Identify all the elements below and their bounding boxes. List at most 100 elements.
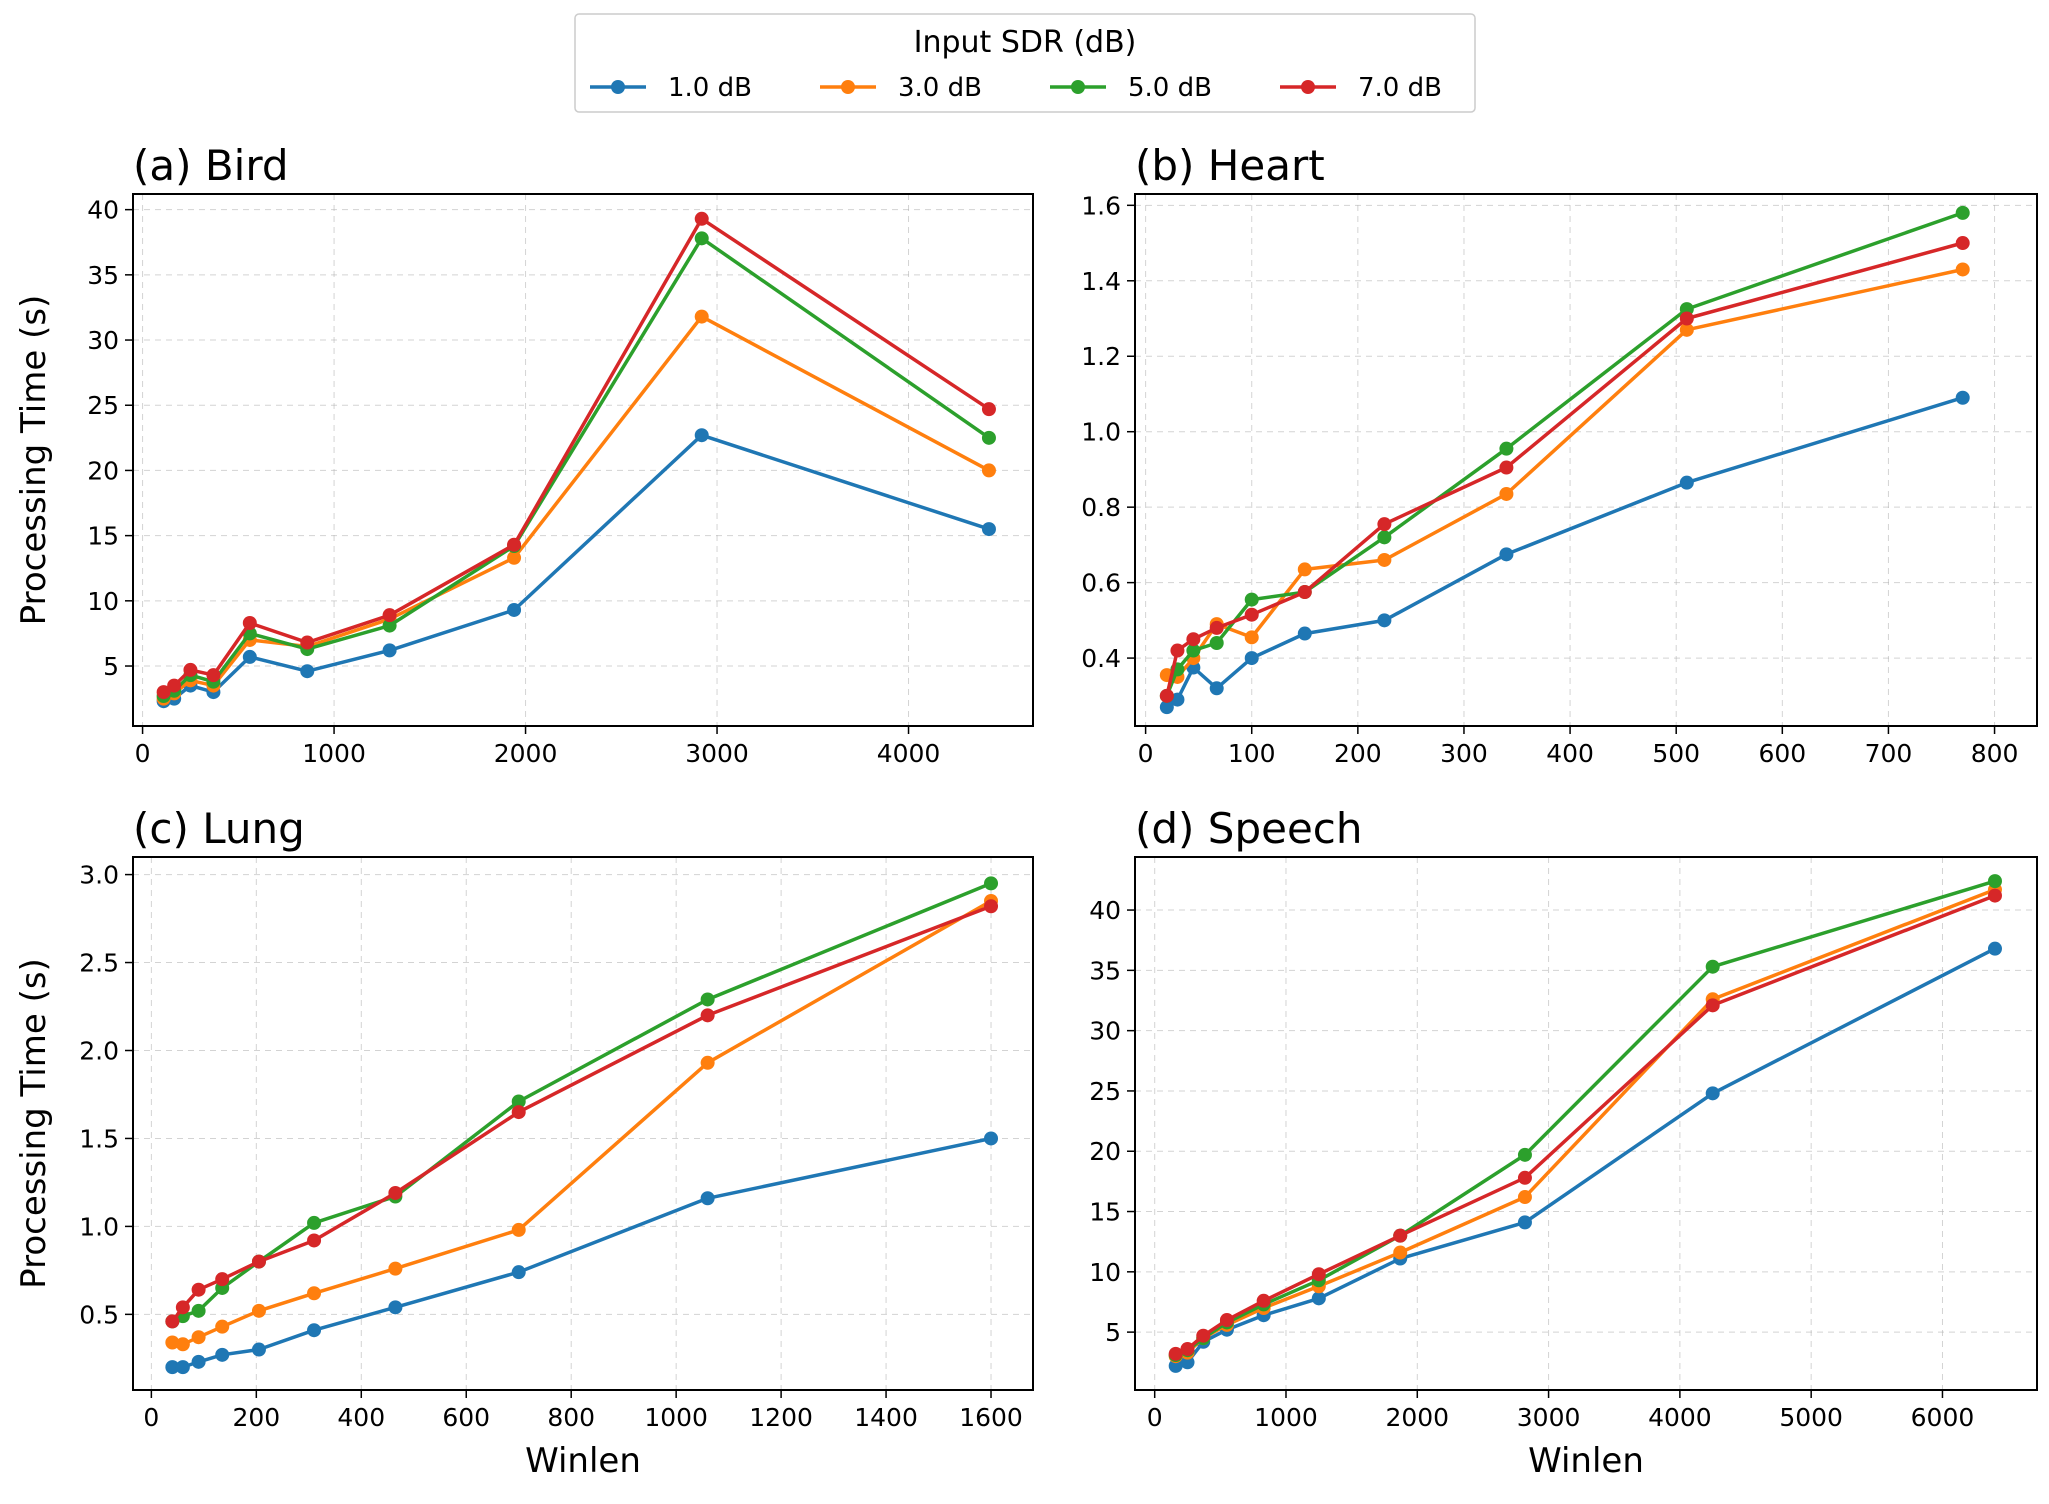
x-tick-label: 800 (547, 1403, 595, 1432)
axes-frame (132, 193, 1034, 727)
series-line (1175, 893, 1996, 1356)
data-point (300, 635, 315, 650)
x-tick-label: 1000 (302, 739, 366, 768)
data-point (507, 550, 522, 565)
data-point (1517, 1190, 1532, 1205)
x-tick-label: 6000 (1911, 1403, 1975, 1432)
data-point (694, 428, 709, 443)
y-tick-label: 25 (1089, 1077, 1121, 1106)
series-line (1175, 947, 1996, 1368)
x-tick-label: 1000 (1254, 1403, 1318, 1432)
data-point (1297, 585, 1312, 600)
data-point (165, 1360, 180, 1375)
x-tick-label: 1600 (959, 1403, 1023, 1432)
data-point (388, 1185, 403, 1200)
x-tick-label: 0 (135, 739, 151, 768)
data-point (167, 678, 182, 693)
series-line (172, 1136, 992, 1369)
x-axis-label: Winlen (525, 1441, 641, 1481)
data-point (984, 876, 999, 891)
data-point (1170, 692, 1185, 707)
data-point (1705, 998, 1720, 1013)
data-point (1244, 651, 1259, 666)
data-point (382, 608, 397, 623)
data-point (165, 1314, 180, 1329)
data-point (1180, 1355, 1195, 1370)
y-tick-label: 10 (87, 587, 119, 616)
data-point (388, 1261, 403, 1276)
data-point (1168, 1346, 1183, 1361)
data-point (1679, 475, 1694, 490)
series-3-0-db (156, 309, 996, 706)
data-point (511, 1094, 526, 1109)
data-point (1517, 1215, 1532, 1230)
data-point (1393, 1228, 1408, 1243)
data-point (251, 1303, 266, 1318)
data-point (981, 463, 996, 478)
data-point (1311, 1267, 1326, 1282)
x-tick-label: 2000 (494, 739, 558, 768)
data-point (307, 1215, 322, 1230)
x-tick-label: 0 (1138, 739, 1154, 768)
y-tick-label: 40 (87, 196, 119, 225)
x-tick-label: 600 (1758, 739, 1806, 768)
chart-panel: 0 1000 2000 3000 4000 5 10 15 20 25 30 35 40 (a) Bird… (14, 141, 1034, 768)
legend-entry: 7.0 dB (1280, 73, 1442, 103)
data-point (1311, 1291, 1326, 1306)
series-1-0-db (1159, 390, 1970, 715)
y-tick-label: 3.0 (79, 861, 119, 890)
data-point (300, 664, 315, 679)
data-point (1297, 562, 1312, 577)
legend-marker (1301, 80, 1315, 94)
y-tick-label: 0.4 (1081, 644, 1121, 673)
y-tick-label: 30 (87, 326, 119, 355)
series-line (163, 433, 990, 703)
data-point (175, 1337, 190, 1352)
data-point (507, 537, 522, 552)
y-tick-label: 2.5 (79, 949, 119, 978)
data-point (388, 1300, 403, 1315)
data-point (156, 685, 171, 700)
series-1-0-db (165, 1131, 999, 1375)
x-tick-label: 0 (143, 1403, 159, 1432)
y-tick-label: 35 (1089, 956, 1121, 985)
x-axis-label: Winlen (1528, 1441, 1644, 1481)
legend-label: 1.0 dB (668, 73, 752, 103)
series-7-0-db (1159, 236, 1970, 703)
series-line (162, 314, 990, 701)
data-point (1168, 1358, 1183, 1373)
y-tick-label: 1.2 (1081, 342, 1121, 371)
data-point (1955, 236, 1970, 251)
data-point (1244, 592, 1259, 607)
x-tick-label: 3000 (1517, 1403, 1581, 1432)
data-point (1499, 547, 1514, 562)
series-line (171, 881, 992, 1323)
data-point (191, 1282, 206, 1297)
axes-frame (1134, 856, 2038, 1391)
x-tick-label: 200 (232, 1403, 280, 1432)
legend-entry: 3.0 dB (820, 73, 982, 103)
series-line (170, 904, 992, 1323)
data-point (700, 1191, 715, 1206)
legend-label: 3.0 dB (898, 73, 982, 103)
y-tick-label: 2.0 (79, 1036, 119, 1065)
data-point (251, 1342, 266, 1357)
y-tick-label: 1.5 (79, 1124, 119, 1153)
data-point (382, 618, 397, 633)
legend-marker (1071, 80, 1085, 94)
x-tick-label: 600 (442, 1403, 490, 1432)
data-point (215, 1272, 230, 1287)
data-point (1377, 517, 1392, 532)
y-tick-label: 5 (1105, 1318, 1121, 1347)
series-3-0-db (1159, 262, 1970, 684)
x-tick-label: 400 (337, 1403, 385, 1432)
panel-title: (d) Speech (1135, 804, 1363, 853)
legend-marker (611, 80, 625, 94)
data-point (191, 1354, 206, 1369)
data-point (1377, 530, 1392, 545)
data-point (382, 643, 397, 658)
data-point (1209, 620, 1224, 635)
data-point (1196, 1328, 1211, 1343)
x-tick-label: 100 (1228, 739, 1276, 768)
x-tick-label: 1200 (749, 1403, 813, 1432)
